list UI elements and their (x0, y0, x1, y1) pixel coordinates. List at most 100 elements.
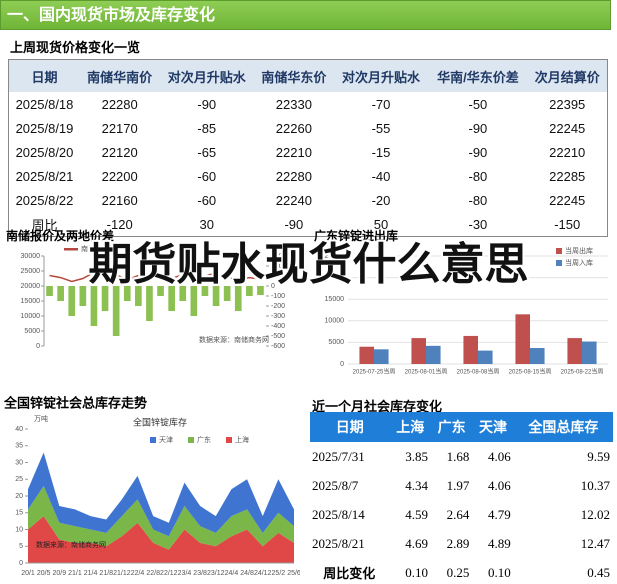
bar (123, 286, 131, 301)
y-tick-label: 10 (15, 526, 23, 533)
column-header: 天津 (472, 412, 514, 442)
table-cell: 2025/8/7 (312, 477, 359, 493)
table-cell: -80 (468, 168, 488, 184)
y-tick-label: 10000 (21, 313, 41, 320)
y2-tick-label: 300 (271, 253, 283, 260)
table-cell: -90 (284, 216, 304, 232)
axis-label: 万吨 (34, 414, 48, 423)
x-tick-label: 21/8 (99, 570, 113, 577)
area (28, 485, 294, 550)
bar (212, 286, 220, 306)
table-cell: -30 (468, 216, 488, 232)
x-tick-label: 20/9 (52, 570, 66, 577)
legend-label: 上海 (235, 435, 249, 444)
legend-label: 当周入库 (565, 258, 593, 267)
bar (168, 286, 175, 311)
table-cell: -55 (371, 120, 391, 136)
column-header: 广东 (430, 412, 473, 442)
table-cell: 22160 (101, 192, 138, 208)
section-header: 一、国内现货市场及库存变化 (0, 0, 611, 30)
inner-title: 全国锌锭库存 (133, 416, 187, 427)
table-cell: 30 (199, 216, 214, 232)
table-row: 周比变化 0.10 0.25 0.10 0.45 (310, 558, 613, 584)
legend-swatch (64, 248, 78, 251)
table-cell: 10.37 (580, 477, 610, 493)
y2-tick-label: -600 (271, 343, 285, 350)
table-cell: 4.34 (405, 477, 428, 493)
legend-label: 当周出库 (565, 246, 593, 255)
bar (201, 286, 209, 296)
bar (146, 286, 153, 321)
table-cell: 1.97 (446, 477, 470, 493)
table-cell: 0.10 (487, 564, 511, 580)
table-cell: -50 (468, 96, 488, 112)
x-tick-label: 23/8 (193, 570, 207, 577)
table-cell: -15 (371, 144, 391, 160)
table-cell: -60 (197, 192, 217, 208)
table-cell: 2025/8/14 (312, 506, 365, 522)
y-tick-label: 15000 (21, 298, 41, 305)
bar (567, 338, 582, 364)
y2-tick-label: -500 (271, 333, 285, 340)
table-cell: 2025/8/21 (312, 535, 365, 551)
table-cell: 2025/7/31 (312, 448, 365, 464)
legend-swatch (134, 248, 148, 251)
column-header: 全国总库存 (513, 412, 613, 442)
bar (530, 348, 545, 364)
bar (582, 341, 597, 364)
table-cell: 50 (373, 216, 389, 232)
bar (190, 286, 198, 316)
bar (515, 314, 530, 364)
x-tick-label: 21/4 (84, 570, 98, 577)
table-cell: -40 (371, 168, 391, 184)
table-cell: 22200 (101, 168, 138, 184)
y-tick-label: 20 (15, 493, 23, 500)
table-cell: 2025/8/22 (15, 192, 74, 208)
table-cell: 22260 (275, 120, 312, 136)
table-cell: -20 (371, 192, 391, 208)
x-tick-label: 23/4 (178, 570, 192, 577)
y2-tick-label: 100 (271, 273, 283, 280)
table-row: 2025/8/19 22170 -85 22260 -55 -90 22245 (9, 116, 608, 140)
table-cell: 22120 (101, 144, 138, 160)
y2-tick-label: -200 (271, 303, 285, 310)
y2-tick-label: -400 (271, 323, 285, 330)
legend-swatch (226, 437, 232, 443)
table-cell: 2025/8/20 (15, 144, 74, 160)
bar (463, 335, 478, 364)
y-tick-label: 0 (19, 560, 23, 567)
y-tick-label: 35 (15, 443, 23, 450)
table-cell: 0.25 (446, 564, 470, 580)
x-tick-label: 2025-07-25当周 (353, 368, 396, 376)
table-cell: 4.59 (405, 506, 428, 522)
area (28, 516, 294, 563)
bar (257, 286, 264, 295)
column-header: 对次月升贴水 (159, 59, 255, 92)
table-cell: 22285 (549, 168, 586, 184)
legend-swatch (556, 260, 562, 266)
table-row: 2025/8/7 4.34 1.97 4.06 10.37 (310, 471, 613, 500)
table-cell: -70 (371, 96, 391, 112)
bar (112, 286, 120, 336)
table-cell: 1.68 (446, 448, 470, 464)
x-tick-label: 24/4 (225, 570, 239, 577)
y2-tick-label: -100 (271, 293, 285, 300)
table-cell: 22330 (275, 96, 312, 112)
price-chart: 南储报价及两地价差 0 5000 10000 15000 20000 25000 30000 -… (6, 228, 285, 350)
table-cell: 22245 (549, 192, 586, 208)
y-tick-label: 25000 (325, 253, 345, 260)
source-note: 数据来源：南储商务网 (36, 540, 106, 549)
table-cell: 12.02 (580, 506, 610, 522)
table-cell: -120 (106, 216, 133, 232)
table-row: 2025/8/21 4.69 2.89 4.89 12.47 (310, 529, 613, 558)
x-tick-label: 21/1 (68, 570, 82, 577)
legend-label: 南储华南 (81, 244, 109, 253)
bar (157, 286, 164, 296)
table-cell: 22170 (101, 120, 138, 136)
bar (411, 338, 426, 364)
column-header: 南储华南价 (79, 59, 160, 92)
y-tick-label: 0 (36, 343, 40, 350)
table-cell: -80 (468, 192, 488, 208)
x-tick-label: 24/8 (240, 570, 254, 577)
